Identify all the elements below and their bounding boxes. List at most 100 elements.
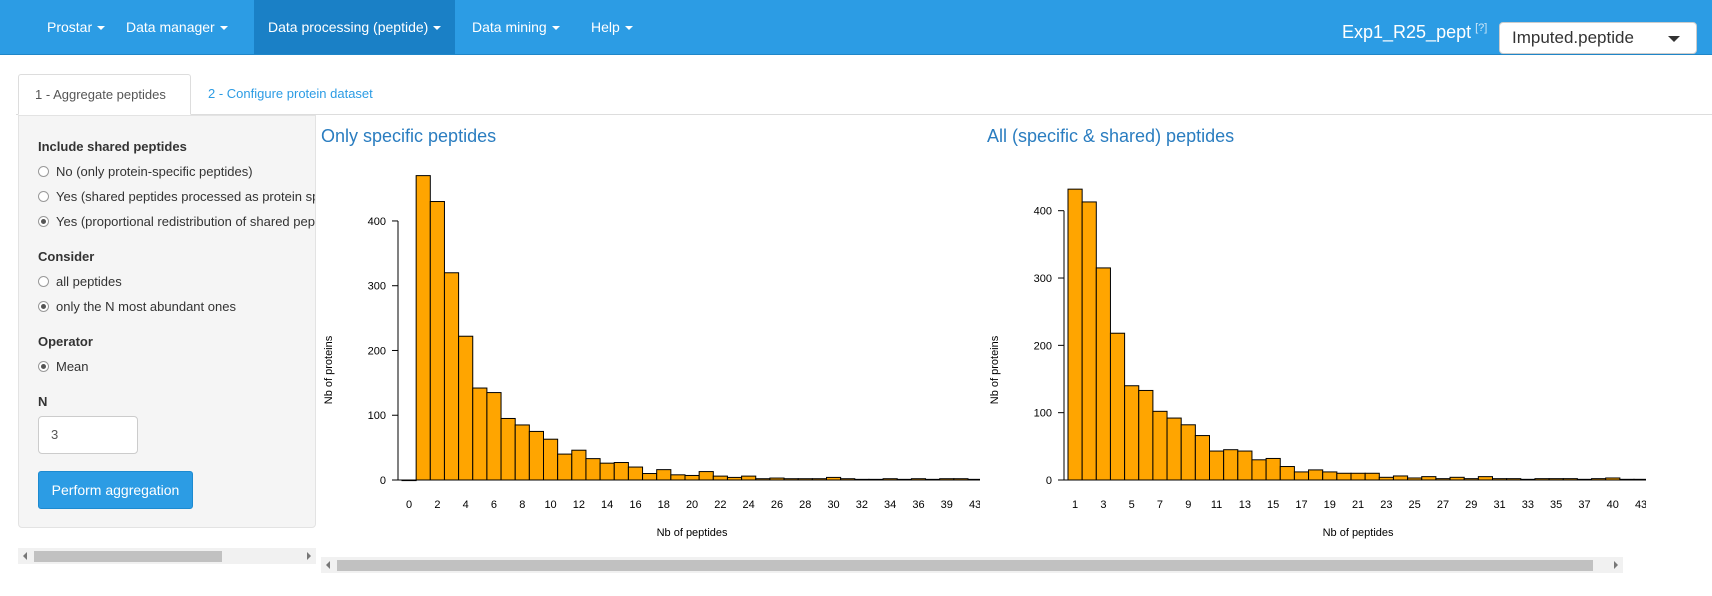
radio-consider-top-n[interactable]: only the N most abundant ones [38, 299, 236, 314]
bar [1591, 478, 1607, 481]
radio-shared-yes-as-specific[interactable]: Yes (shared peptides processed as protei… [38, 189, 315, 204]
y-tick-label: 100 [368, 410, 386, 422]
x-tick-label: 43 [969, 499, 980, 511]
y-tick-label: 400 [1034, 206, 1052, 218]
tab-configure-protein-dataset[interactable]: 2 - Configure protein dataset [208, 86, 373, 101]
radio-button[interactable] [38, 276, 49, 287]
radio-consider-all[interactable]: all peptides [38, 274, 122, 289]
bar [557, 453, 573, 481]
bar [1109, 332, 1126, 481]
scroll-thumb[interactable] [34, 551, 222, 562]
x-tick-label: 22 [714, 499, 726, 511]
bar [486, 392, 502, 481]
x-tick-label: 26 [771, 499, 783, 511]
menu-data-mining-label: Data mining [472, 19, 547, 35]
operator-label: Operator [38, 334, 93, 349]
radio-button[interactable] [38, 191, 49, 202]
bar [1619, 478, 1635, 481]
bar [1350, 472, 1366, 481]
radio-shared-no[interactable]: No (only protein-specific peptides) [38, 164, 253, 179]
bar [1492, 478, 1508, 481]
bar [613, 462, 629, 481]
menu-help-label: Help [591, 19, 620, 35]
bar [1633, 478, 1646, 481]
bar [726, 476, 743, 481]
caret-down-icon [1668, 36, 1680, 42]
bar [1223, 449, 1239, 481]
x-tick-label: 17 [1295, 499, 1307, 511]
radio-button[interactable] [38, 216, 49, 227]
bar [500, 417, 516, 481]
x-tick-label: 15 [1267, 499, 1279, 511]
bar [1421, 476, 1437, 481]
y-tick-label: 0 [1046, 475, 1052, 487]
panel-horizontal-scrollbar[interactable] [18, 548, 316, 564]
bar [1449, 476, 1465, 481]
bar [1237, 450, 1253, 481]
radio-shared-yes-proportional[interactable]: Yes (proportional redistribution of shar… [38, 214, 315, 229]
x-axis-label: Nb of peptides [657, 527, 728, 539]
bar [1279, 466, 1295, 481]
y-tick-label: 200 [368, 345, 386, 357]
bar [1293, 471, 1310, 481]
menu-prostar[interactable]: Prostar [33, 0, 119, 54]
perform-aggregation-button[interactable]: Perform aggregation [38, 471, 193, 509]
help-link[interactable]: [?] [1475, 22, 1488, 34]
tabs-divider [16, 114, 1712, 115]
scroll-left-arrow-icon[interactable] [326, 561, 330, 569]
menu-data-processing[interactable]: Data processing (peptide) [254, 0, 456, 54]
x-tick-label: 30 [827, 499, 839, 511]
menu-help[interactable]: Help [577, 0, 647, 54]
bar [585, 458, 601, 481]
scroll-left-arrow-icon[interactable] [23, 552, 27, 560]
bar [840, 478, 856, 481]
radio-operator-mean[interactable]: Mean [38, 359, 89, 374]
radio-label: only the N most abundant ones [56, 299, 236, 314]
bar [1407, 477, 1423, 481]
bar [543, 438, 559, 481]
x-tick-label: 43 [1635, 499, 1646, 511]
bar [571, 449, 587, 481]
radio-button[interactable] [38, 166, 49, 177]
bar [769, 477, 785, 481]
bar [1534, 478, 1550, 481]
menu-prostar-label: Prostar [47, 19, 93, 35]
x-tick-label: 2 [434, 499, 440, 511]
x-tick-label: 12 [573, 499, 585, 511]
charts-horizontal-scrollbar[interactable] [321, 557, 1623, 573]
bar [1322, 471, 1338, 481]
x-tick-label: 33 [1522, 499, 1534, 511]
menu-data-manager[interactable]: Data manager [112, 0, 242, 54]
radio-button[interactable] [38, 301, 49, 312]
x-tick-label: 29 [1465, 499, 1477, 511]
bar [458, 335, 474, 481]
y-tick-label: 400 [368, 216, 386, 228]
x-tick-label: 40 [1607, 499, 1619, 511]
y-tick-label: 300 [368, 281, 386, 293]
caret-down-icon [433, 26, 442, 31]
tab-aggregate-peptides[interactable]: 1 - Aggregate peptides [18, 74, 191, 115]
bar [656, 469, 672, 481]
x-tick-label: 24 [743, 499, 755, 511]
bar [1308, 469, 1324, 481]
radio-label: Mean [56, 359, 89, 374]
x-tick-label: 16 [629, 499, 641, 511]
scroll-right-arrow-icon[interactable] [307, 552, 311, 560]
bar [642, 473, 658, 481]
bar [514, 424, 530, 481]
x-tick-label: 31 [1493, 499, 1505, 511]
bar [1576, 478, 1593, 481]
bar [1605, 477, 1621, 481]
n-input[interactable]: 3 [38, 416, 138, 454]
bar [627, 466, 644, 481]
radio-button[interactable] [38, 361, 49, 372]
bar [443, 272, 460, 481]
x-tick-label: 37 [1578, 499, 1590, 511]
bar [896, 478, 912, 481]
scroll-right-arrow-icon[interactable] [1614, 561, 1618, 569]
dataset-select-value: Imputed.peptide [1512, 28, 1634, 47]
menu-data-mining[interactable]: Data mining [458, 0, 574, 54]
dataset-name: Exp1_R25_pept [?] [1342, 22, 1487, 43]
scroll-thumb[interactable] [337, 560, 1593, 571]
dataset-select[interactable]: Imputed.peptide [1499, 22, 1697, 54]
